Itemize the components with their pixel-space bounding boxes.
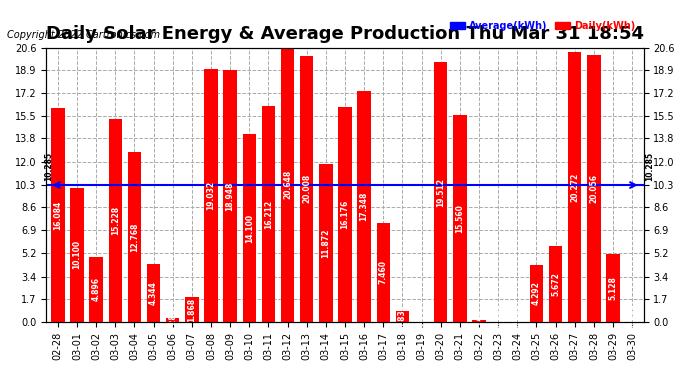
Text: 19.032: 19.032 — [206, 181, 215, 210]
Text: Copyright 2022 Cartronics.com: Copyright 2022 Cartronics.com — [7, 30, 160, 39]
Bar — [224, 70, 237, 322]
Text: 5.672: 5.672 — [551, 272, 560, 296]
Text: 19.512: 19.512 — [436, 178, 445, 207]
Text: 20.056: 20.056 — [589, 174, 598, 203]
Text: 4.896: 4.896 — [92, 278, 101, 302]
Text: 18.948: 18.948 — [226, 181, 235, 210]
Text: 16.212: 16.212 — [264, 200, 273, 229]
Bar — [453, 115, 466, 322]
Text: 0.000: 0.000 — [513, 303, 522, 327]
Text: 10.285: 10.285 — [43, 152, 52, 181]
Bar — [70, 188, 83, 322]
Text: 1.868: 1.868 — [188, 297, 197, 322]
Bar — [300, 56, 313, 322]
Text: 20.008: 20.008 — [302, 174, 311, 203]
Bar — [204, 69, 217, 322]
Legend: Average(kWh), Daily(kWh): Average(kWh), Daily(kWh) — [446, 17, 639, 34]
Bar — [90, 257, 103, 322]
Text: 4.292: 4.292 — [532, 282, 541, 305]
Bar — [51, 108, 65, 322]
Text: 16.084: 16.084 — [53, 200, 62, 230]
Text: 4.344: 4.344 — [149, 281, 158, 305]
Bar — [147, 264, 160, 322]
Text: 20.272: 20.272 — [570, 172, 579, 202]
Bar — [243, 134, 256, 322]
Text: 11.872: 11.872 — [322, 228, 331, 258]
Bar — [185, 297, 199, 322]
Text: 0.000: 0.000 — [417, 303, 426, 327]
Bar — [108, 119, 122, 322]
Text: 0.288: 0.288 — [168, 308, 177, 332]
Bar — [128, 152, 141, 322]
Text: 0.148: 0.148 — [475, 309, 484, 333]
Bar — [281, 47, 294, 322]
Text: 20.648: 20.648 — [283, 170, 292, 199]
Text: 14.100: 14.100 — [245, 214, 254, 243]
Text: 16.176: 16.176 — [340, 200, 350, 229]
Title: Daily Solar Energy & Average Production Thu Mar 31 18:54: Daily Solar Energy & Average Production … — [46, 26, 644, 44]
Bar — [549, 246, 562, 322]
Bar — [587, 55, 600, 322]
Text: 15.560: 15.560 — [455, 204, 464, 233]
Text: 15.228: 15.228 — [111, 206, 120, 235]
Bar — [396, 311, 409, 322]
Bar — [338, 106, 352, 322]
Bar — [166, 318, 179, 322]
Bar — [607, 254, 620, 322]
Bar — [473, 320, 486, 322]
Bar — [530, 265, 543, 322]
Bar — [568, 52, 582, 322]
Text: 17.348: 17.348 — [359, 192, 368, 221]
Text: 0.000: 0.000 — [493, 303, 502, 327]
Bar — [377, 223, 390, 322]
Text: 12.768: 12.768 — [130, 222, 139, 252]
Text: 10.285: 10.285 — [645, 152, 654, 181]
Bar — [434, 62, 447, 322]
Text: 5.128: 5.128 — [609, 276, 618, 300]
Text: 0.000: 0.000 — [628, 303, 637, 327]
Bar — [357, 91, 371, 322]
Text: 10.100: 10.100 — [72, 240, 81, 269]
Bar — [319, 164, 333, 322]
Text: 7.460: 7.460 — [379, 260, 388, 284]
Text: 0.832: 0.832 — [398, 304, 407, 328]
Bar — [262, 106, 275, 322]
